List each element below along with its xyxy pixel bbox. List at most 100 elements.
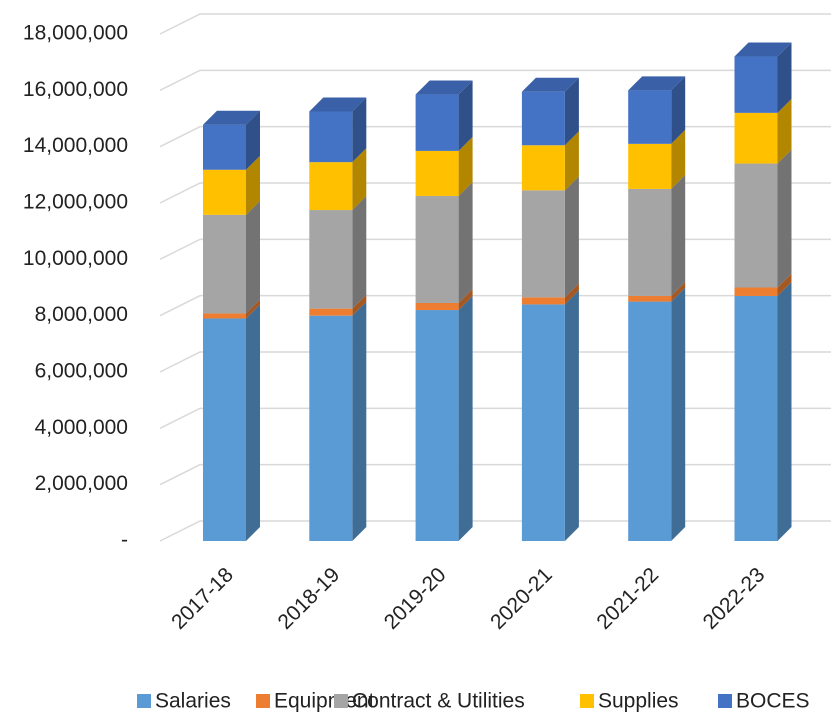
bar [309, 162, 353, 211]
bar-side [458, 136, 473, 196]
bar [203, 214, 246, 314]
grid-line [159, 13, 831, 35]
bar-side [246, 155, 260, 215]
bar [203, 318, 246, 541]
bar [309, 308, 353, 316]
bar-side [246, 200, 260, 314]
legend-swatch [256, 694, 270, 708]
bar [734, 295, 778, 541]
x-tick-label: 2022-23 [699, 563, 770, 634]
y-tick-label: 8,000,000 [35, 303, 128, 326]
bar [415, 302, 459, 311]
grid-line [159, 69, 831, 92]
y-tick-label: 4,000,000 [35, 416, 128, 439]
grid-line [159, 520, 831, 542]
legend-label: Salaries [155, 690, 231, 713]
bar-side [564, 176, 579, 298]
bar [521, 145, 565, 191]
bar-top [521, 77, 579, 92]
y-tick-label: - [121, 529, 128, 552]
bar [203, 169, 246, 215]
bar [415, 310, 459, 541]
bar-side [671, 129, 686, 189]
bar [628, 143, 672, 189]
bar [309, 315, 353, 541]
legend-swatch [718, 694, 732, 708]
bar [628, 301, 672, 541]
legend-label: Equipment [274, 690, 375, 713]
bar-side [777, 273, 792, 296]
bar [734, 112, 778, 164]
bar-top [628, 76, 686, 91]
y-tick-label: 2,000,000 [35, 472, 128, 495]
bar-side [777, 149, 792, 288]
legend-swatch [334, 694, 348, 708]
bar [521, 190, 565, 298]
bar [415, 94, 459, 151]
x-tick-label: 2020-21 [486, 563, 557, 634]
legend-swatch [137, 694, 151, 708]
bar-top [309, 97, 367, 112]
bar-side [352, 196, 367, 309]
bar [734, 287, 778, 296]
bar-side [352, 148, 367, 211]
y-tick-label: 6,000,000 [35, 360, 128, 383]
bar [309, 111, 353, 163]
bar [415, 150, 459, 196]
bar-top [734, 42, 792, 57]
legend-swatch [580, 694, 594, 708]
grid-line [159, 238, 831, 261]
bar-side [777, 98, 792, 164]
x-tick-label: 2017-18 [167, 563, 238, 634]
y-tick-label: 12,000,000 [23, 191, 128, 214]
grid-line [159, 182, 831, 204]
bar-side [564, 131, 579, 191]
grid-line [159, 125, 831, 148]
bar-side [564, 290, 579, 541]
x-tick-label: 2019-20 [380, 563, 451, 634]
bar-top [415, 80, 473, 95]
y-tick-label: 14,000,000 [23, 134, 128, 157]
bar [521, 297, 565, 305]
bar-side [671, 174, 686, 296]
bar-side [777, 281, 792, 541]
bar [521, 304, 565, 541]
bar-top [203, 110, 260, 125]
bar [734, 163, 778, 288]
bar-side [458, 296, 473, 541]
bar [415, 195, 459, 303]
grid-line [159, 294, 831, 317]
bar-side [777, 42, 792, 113]
bar [309, 210, 353, 309]
bar-side [671, 76, 686, 144]
bar-side [246, 304, 260, 541]
bar [203, 313, 246, 319]
x-tick-label: 2018-19 [273, 563, 344, 634]
bar [734, 56, 778, 113]
bar-side [458, 288, 473, 311]
legend-label: Supplies [598, 690, 679, 713]
bar-side [564, 283, 579, 305]
bar-side [352, 97, 367, 163]
bar-side [246, 299, 260, 319]
bar-side [458, 181, 473, 303]
bar [628, 188, 672, 296]
bar-side [671, 281, 686, 302]
bar-side [458, 80, 473, 151]
bar-side [564, 77, 579, 146]
bar [628, 90, 672, 144]
y-tick-label: 16,000,000 [23, 78, 128, 101]
grid-line [159, 463, 831, 486]
bar-side [352, 294, 367, 316]
bar-side [246, 110, 260, 170]
bar-side [352, 301, 367, 541]
bar-side [671, 287, 686, 541]
grid-line [159, 351, 831, 373]
legend-label: BOCES [736, 690, 810, 713]
bar [521, 91, 565, 146]
bar [628, 295, 672, 302]
bar [203, 124, 246, 170]
grid-line [159, 407, 831, 430]
y-tick-label: 18,000,000 [23, 22, 128, 45]
